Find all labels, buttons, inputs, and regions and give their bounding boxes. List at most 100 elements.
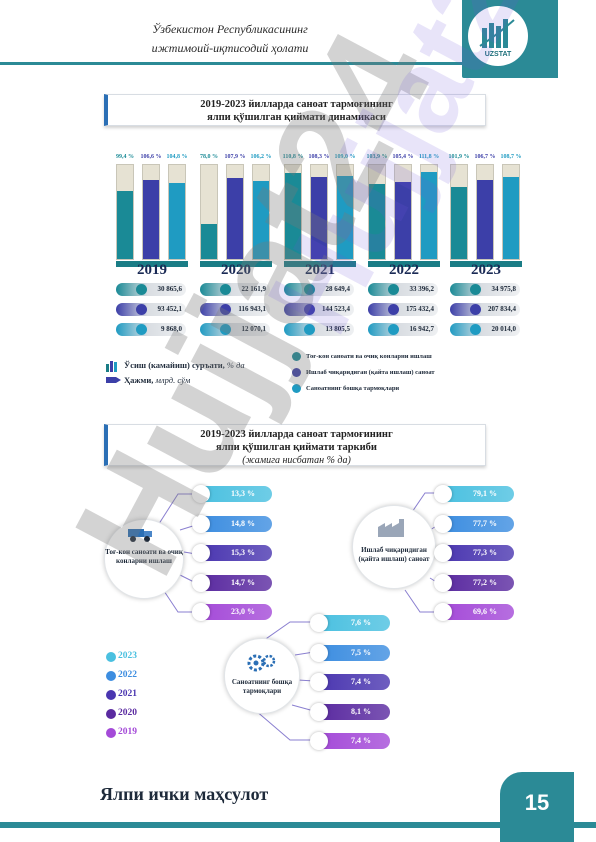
growth-bar	[252, 164, 270, 260]
bar-bubble	[310, 732, 328, 750]
growth-bar	[200, 164, 218, 260]
ring-manufacturing-label: Ишлаб чиқаридиган (қайта ишлаш) саноат	[358, 546, 430, 563]
growth-pct-label: 107,9 %	[224, 154, 246, 160]
growth-bar	[142, 164, 160, 260]
growth-bar-fill	[227, 177, 243, 259]
composition-bar: 77,3 %	[434, 544, 514, 562]
composition-value: 15,3 %	[231, 548, 255, 557]
composition-value: 7,4 %	[351, 736, 371, 745]
growth-bar	[368, 164, 386, 260]
year-label: 2020	[221, 262, 251, 278]
legend-series-3: Саноатнинг бошқа тармоқлари	[306, 385, 400, 392]
factory-icon	[378, 519, 404, 537]
chart-1-title: 2019-2023 йилларда саноат тармоғининг ял…	[104, 94, 486, 126]
year-base-bar	[116, 261, 188, 267]
volume-pill: 16 942,7	[368, 323, 438, 336]
growth-pct-label: 109,0 %	[334, 154, 356, 160]
year-label: 2022	[389, 262, 419, 278]
bar-bubble	[434, 603, 452, 621]
bar-bubble	[434, 544, 452, 562]
page-number-box	[500, 772, 574, 842]
year-base-bar	[200, 261, 272, 267]
legend-dot-other	[292, 384, 301, 393]
legend-volume-unit: млрд. сўм	[155, 375, 191, 385]
volume-pill: 13 805,5	[284, 323, 354, 336]
growth-bar	[284, 164, 302, 260]
growth-bar-fill	[311, 177, 327, 259]
volume-value: 33 396,2	[409, 285, 435, 293]
volume-pill: 175 432,4	[368, 303, 438, 316]
growth-bar	[336, 164, 354, 260]
growth-bar	[476, 164, 494, 260]
bar-chart-logo-icon	[479, 19, 515, 48]
volume-pill: 34 975,8	[450, 283, 520, 296]
footer-rule	[0, 822, 596, 828]
chart-1-title-line-2: ялпи қўшилган қиймати динамикаси	[207, 112, 386, 123]
composition-bar: 14,7 %	[192, 573, 272, 592]
legend-growth: Ўсиш (камайиш) суръати, % да	[124, 360, 245, 370]
legend-volume: Ҳажми, млрд. сўм	[124, 375, 190, 385]
year-legend-label: 2019	[118, 727, 137, 737]
growth-pct-label: 104,8 %	[166, 154, 188, 160]
composition-bar: 13,3 %	[192, 485, 272, 503]
year-label: 2019	[137, 262, 167, 278]
growth-bar-fill	[369, 184, 385, 259]
bar-bubble	[434, 514, 452, 533]
growth-pct-label: 101,9 %	[448, 154, 470, 160]
growth-pct-label: 78,0 %	[200, 154, 218, 160]
growth-bar-fill	[285, 173, 301, 259]
growth-pct-label: 105,4 %	[392, 154, 414, 160]
growth-pct-label: 99,4 %	[116, 154, 134, 160]
year-legend-label: 2020	[118, 708, 137, 718]
volume-pill-dot	[136, 304, 147, 315]
volume-value: 93 452,1	[157, 305, 183, 313]
composition-bar: 15,3 %	[192, 544, 272, 562]
composition-value: 77,7 %	[473, 518, 497, 528]
growth-pct-label: 106,7 %	[474, 154, 496, 160]
growth-bar-fill	[337, 176, 353, 259]
year-label: 2021	[305, 262, 335, 278]
bar-bubble	[192, 485, 210, 503]
growth-bar-fill	[117, 190, 133, 259]
composition-value: 77,2 %	[473, 577, 497, 587]
growth-pct-label: 110,8 %	[282, 154, 304, 160]
growth-bar-fill	[451, 187, 467, 259]
bar-bubble	[434, 485, 452, 503]
growth-bar	[502, 164, 520, 260]
year-legend-dot	[106, 671, 116, 681]
volume-value: 22 161,9	[241, 285, 267, 293]
growth-bar	[450, 164, 468, 260]
growth-bar	[116, 164, 134, 260]
year-label: 2023	[471, 262, 501, 278]
growth-pct-label: 106,6 %	[140, 154, 162, 160]
growth-bar	[394, 164, 412, 260]
mining-truck-icon	[128, 529, 152, 542]
chart-2-subtitle: (жамига нисбатан % да)	[242, 455, 351, 466]
composition-bar: 77,2 %	[434, 573, 514, 592]
volume-pill: 207 834,4	[450, 303, 520, 316]
volume-pill: 28 649,4	[284, 283, 354, 296]
legend-volume-label: Ҳажми,	[124, 375, 154, 385]
composition-value: 7,5 %	[351, 647, 371, 657]
bar-bubble	[192, 573, 210, 592]
composition-value: 23,0 %	[231, 607, 255, 616]
year-base-bar	[368, 261, 440, 267]
footer-title: Ялпи ички маҳсулот	[100, 784, 269, 804]
composition-value: 14,8 %	[231, 518, 255, 528]
volume-pill-dot	[470, 324, 481, 335]
volume-pill-dot	[304, 324, 315, 335]
ring-manufacturing	[352, 505, 436, 589]
logo-text: UZSTAT	[484, 51, 512, 58]
volume-pill-dot	[220, 304, 231, 315]
year-legend-label: 2022	[118, 670, 137, 680]
volume-pill: 116 943,1	[200, 303, 270, 316]
uzstat-logo	[468, 6, 528, 66]
composition-bar: 7,4 %	[310, 673, 390, 691]
composition-value: 8,1 %	[351, 706, 371, 716]
composition-bar: 7,5 %	[310, 643, 390, 662]
legend-series-1: Тоғ-кон саноати ва очиқ конларни ишлаш	[306, 353, 432, 360]
growth-bar-fill	[253, 180, 269, 259]
volume-value: 144 523,4	[322, 305, 350, 313]
volume-value: 116 943,1	[238, 305, 266, 313]
report-title: Ўзбекистон Республикасининг ижтимоий-иқт…	[100, 20, 360, 58]
